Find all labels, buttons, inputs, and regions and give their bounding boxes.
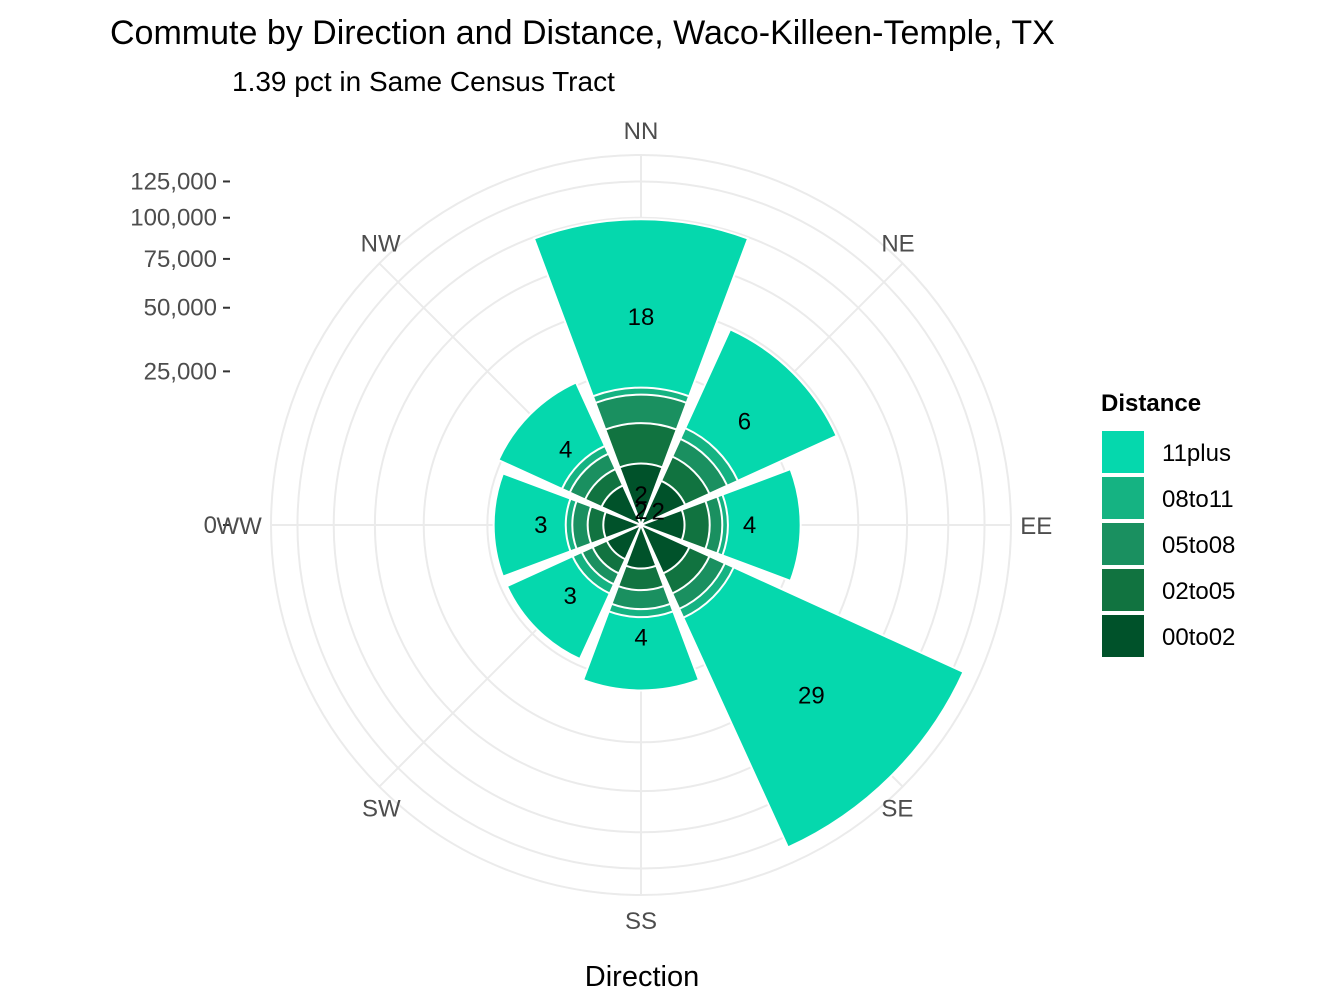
bar-nn-11plus [532, 218, 750, 528]
y-tick-label-5: 125,000 [130, 168, 217, 195]
bar-label-ee: 4 [743, 512, 756, 539]
y-tick-label-2: 50,000 [144, 295, 217, 322]
legend-label-08to11: 08to11 [1162, 486, 1234, 513]
direction-label-ne: NE [881, 230, 914, 257]
direction-label-se: SE [881, 796, 913, 823]
direction-label-nw: NW [361, 230, 401, 257]
bar-se-11plus [638, 522, 965, 849]
legend-label-11plus: 11plus [1162, 440, 1231, 467]
bar-ww-00to02 [602, 510, 644, 540]
bar-nn-00to02 [618, 462, 664, 528]
bar-label-ne: 6 [738, 409, 751, 436]
legend-swatch-05to08 [1102, 523, 1144, 565]
legend-title: Distance [1101, 390, 1201, 417]
inner-label-2: 2 [652, 498, 665, 525]
inner-label-0: 2 [634, 482, 647, 509]
direction-labels: NN NE EE SE SS SW WW NW [216, 118, 1052, 935]
y-tick-label-3: 75,000 [144, 246, 217, 273]
bar-label-nw: 4 [559, 437, 572, 464]
legend-swatch-08to11 [1102, 477, 1144, 519]
legend-swatch-00to02 [1102, 615, 1144, 657]
legend-label-05to08: 05to08 [1162, 532, 1235, 559]
bar-label-ww: 3 [534, 512, 547, 539]
y-tick-label-0: 0 [204, 512, 217, 539]
bar-label-sw: 3 [563, 583, 576, 610]
bar-sw-00to02 [605, 522, 644, 561]
chart-title: Commute by Direction and Distance, Waco-… [110, 14, 1055, 52]
bar-se-00to02 [638, 522, 691, 575]
direction-label-nn: NN [624, 118, 659, 145]
x-axis-title: Direction [585, 961, 699, 993]
direction-label-ss: SS [625, 908, 657, 935]
bar-ee-00to02 [638, 508, 686, 542]
bar-labels: 18 6 4 29 4 3 3 4 22 2 [534, 304, 825, 709]
bar-ne-00to02 [638, 479, 687, 528]
bar-ss-00to02 [624, 522, 658, 570]
chart-subtitle: 1.39 pct in Same Census Tract [232, 66, 615, 97]
legend-label-02to05: 02to05 [1162, 578, 1235, 605]
bar-nw-00to02 [600, 484, 644, 528]
y-tick-label-1: 25,000 [144, 358, 217, 385]
y-tick-label-4: 100,000 [130, 205, 217, 232]
bar-label-nn: 18 [628, 304, 655, 331]
direction-label-sw: SW [362, 796, 401, 823]
legend-label-00to02: 00to02 [1162, 624, 1235, 651]
inner-label-1: 2 [634, 498, 647, 525]
bar-label-ss: 4 [634, 625, 647, 652]
bar-label-se: 29 [798, 682, 825, 709]
y-axis: 0 25,000 50,000 75,000 100,000 125,000 [130, 168, 230, 539]
legend-swatch-11plus [1102, 431, 1144, 473]
direction-label-ee: EE [1020, 513, 1052, 540]
bar-segments [492, 218, 965, 849]
direction-label-ww: WW [216, 513, 262, 540]
legend-swatch-02to05 [1102, 569, 1144, 611]
legend: Distance 11plus 08to11 05to08 02to05 00to02 [1101, 390, 1235, 657]
